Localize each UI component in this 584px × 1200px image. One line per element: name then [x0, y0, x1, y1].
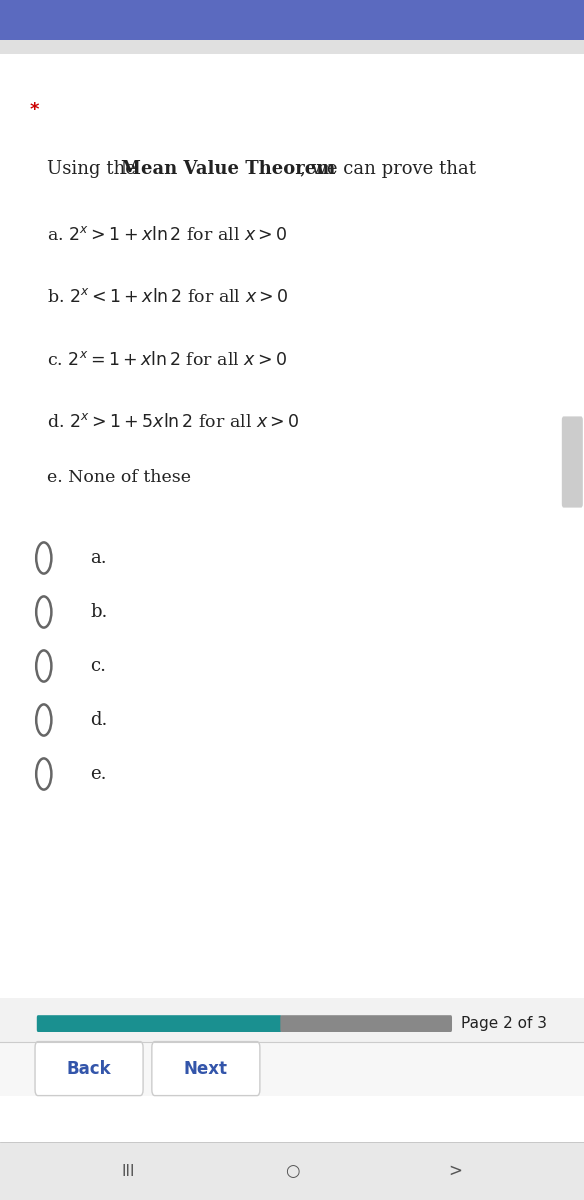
Text: Back: Back [67, 1060, 112, 1078]
Text: b.: b. [91, 602, 108, 622]
Text: , we can prove that: , we can prove that [300, 160, 475, 178]
Text: Page 2 of 3: Page 2 of 3 [461, 1016, 547, 1031]
Text: e. None of these: e. None of these [47, 469, 191, 486]
Text: a. $2^x > 1 + x\ln2$ for all $x > 0$: a. $2^x > 1 + x\ln2$ for all $x > 0$ [47, 226, 287, 244]
FancyBboxPatch shape [562, 416, 583, 508]
Text: Using the: Using the [47, 160, 141, 178]
Text: c. $2^x = 1 + x\ln2$ for all $x > 0$: c. $2^x = 1 + x\ln2$ for all $x > 0$ [47, 350, 287, 368]
FancyBboxPatch shape [280, 1015, 452, 1032]
Circle shape [36, 704, 51, 736]
Circle shape [36, 542, 51, 574]
FancyBboxPatch shape [35, 1042, 143, 1096]
FancyBboxPatch shape [0, 0, 584, 40]
Text: d.: d. [91, 710, 108, 728]
Text: Next: Next [184, 1060, 228, 1078]
Circle shape [36, 596, 51, 628]
Text: >: > [449, 1162, 463, 1181]
Text: d. $2^x > 1 + 5x\ln2$ for all $x > 0$: d. $2^x > 1 + 5x\ln2$ for all $x > 0$ [47, 413, 300, 431]
FancyBboxPatch shape [0, 1142, 584, 1200]
FancyBboxPatch shape [0, 998, 584, 1046]
Text: e.: e. [91, 766, 107, 782]
FancyBboxPatch shape [0, 40, 584, 54]
Text: III: III [121, 1164, 135, 1178]
FancyBboxPatch shape [37, 1015, 281, 1032]
Text: a.: a. [91, 550, 107, 566]
FancyBboxPatch shape [152, 1042, 260, 1096]
FancyBboxPatch shape [0, 1042, 584, 1096]
Text: Mean Value Theorem: Mean Value Theorem [121, 160, 336, 178]
Text: c.: c. [91, 658, 106, 674]
Text: ○: ○ [285, 1162, 299, 1181]
Circle shape [36, 758, 51, 790]
Text: b. $2^x < 1 + x\ln2$ for all $x > 0$: b. $2^x < 1 + x\ln2$ for all $x > 0$ [47, 288, 288, 306]
Circle shape [36, 650, 51, 682]
Text: *: * [29, 101, 39, 119]
